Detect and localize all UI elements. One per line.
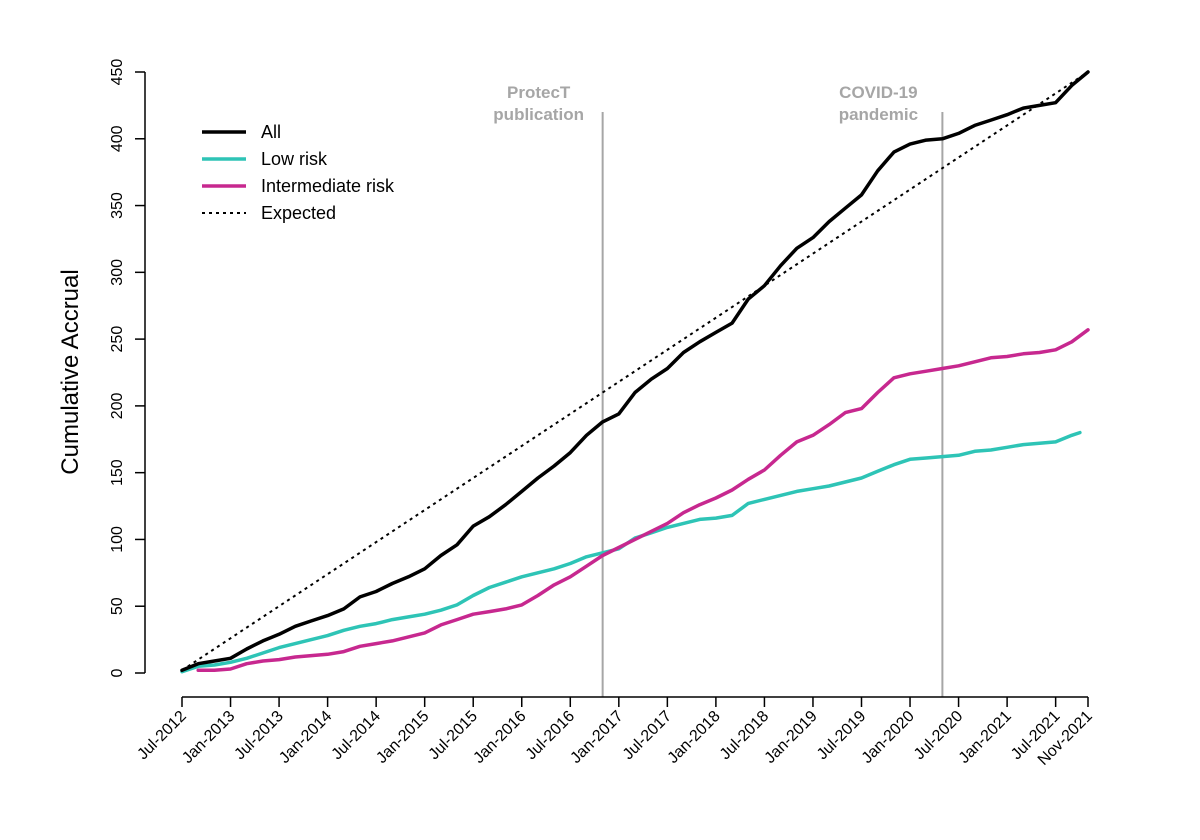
y-tick-label: 50 xyxy=(109,597,126,615)
series-line-low-risk xyxy=(180,430,1082,674)
series-line-intermediate-risk xyxy=(196,328,1090,673)
y-tick-label: 400 xyxy=(109,125,126,152)
legend-label: Intermediate risk xyxy=(261,176,395,196)
series-line-expected xyxy=(181,71,1089,672)
y-tick-label: 450 xyxy=(109,59,126,86)
x-tick-label: Jan-2020 xyxy=(859,708,918,767)
annotation-label-line: pandemic xyxy=(839,105,918,124)
y-tick-label: 0 xyxy=(109,668,126,677)
annotation-label-1: COVID-19 pandemic xyxy=(839,83,918,124)
series-layer xyxy=(180,70,1090,674)
annotation-label-line: ProtecT xyxy=(507,83,571,102)
x-tick-label: Jan-2017 xyxy=(567,708,626,767)
legend-label: Low risk xyxy=(261,149,328,169)
annotation-labels: ProtecT publication COVID-19 pandemic xyxy=(493,83,918,124)
annotation-label-line: COVID-19 xyxy=(839,83,917,102)
y-tick-label: 200 xyxy=(109,392,126,419)
legend: All Low risk Intermediate risk Expected xyxy=(202,122,395,223)
y-tick-label: 300 xyxy=(109,259,126,286)
x-tick-label: Jan-2013 xyxy=(179,708,238,767)
x-axis: Jul-2012Jan-2013Jul-2013Jan-2014Jul-2014… xyxy=(134,696,1096,769)
annotation-label-0: ProtecT publication xyxy=(493,83,584,124)
y-axis-title: Cumulative Accrual xyxy=(57,269,84,474)
y-tick-label: 250 xyxy=(109,326,126,353)
x-tick-label: Jan-2014 xyxy=(276,708,335,767)
legend-label: All xyxy=(261,122,281,142)
x-tick-label: Jan-2018 xyxy=(665,708,724,767)
annotation-lines xyxy=(601,112,944,697)
legend-label: Expected xyxy=(261,203,336,223)
y-tick-label: 100 xyxy=(109,526,126,553)
x-tick-label: Jan-2019 xyxy=(762,708,821,767)
y-tick-label: 350 xyxy=(109,192,126,219)
y-axis: 0 50 100 150 200 250 300 350 400 450 xyxy=(109,59,146,677)
x-tick-label: Jan-2015 xyxy=(373,708,432,767)
x-tick-label: Jan-2021 xyxy=(956,708,1015,767)
y-tick-label: 150 xyxy=(109,459,126,486)
series-line-all xyxy=(180,70,1090,673)
x-tick-label: Jan-2016 xyxy=(470,708,529,767)
annotation-label-line: publication xyxy=(493,105,584,124)
